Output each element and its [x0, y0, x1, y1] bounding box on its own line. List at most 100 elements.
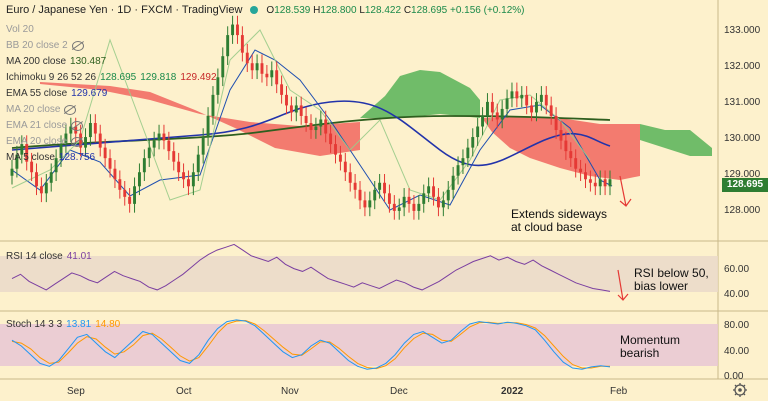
candle-body — [549, 105, 553, 116]
stoch-tick: 80.00 — [724, 320, 749, 331]
legend-ma200-value: 130.487 — [70, 56, 107, 67]
legend-bb-label: BB 20 close 2 — [6, 40, 68, 51]
stoch-annotation-line2: bearish — [620, 346, 659, 360]
candle-body — [270, 70, 274, 78]
candle-body — [598, 179, 602, 187]
symbol-title[interactable]: Euro / Japanese Yen · 1D · FXCM · Tradin… — [6, 4, 243, 16]
candle-body — [137, 172, 141, 187]
candle-body — [309, 123, 313, 131]
candle-body — [30, 161, 34, 173]
legend-ma5[interactable]: MA 5 close 128.756 — [6, 150, 217, 166]
candle-body — [289, 105, 293, 113]
candle-body — [191, 172, 195, 187]
price-annotation-line2: at cloud base — [511, 220, 583, 234]
candle-body — [236, 24, 239, 36]
candle-body — [39, 186, 43, 194]
legend-ema55[interactable]: EMA 55 close 129.679 — [6, 86, 217, 102]
candle-body — [574, 158, 578, 169]
candle-body — [201, 137, 205, 155]
candle-body — [481, 115, 485, 127]
open-label: O — [266, 4, 275, 16]
stoch-tick: 0.00 — [724, 371, 744, 382]
chart-header: Euro / Japanese Yen · 1D · FXCM · Tradin… — [6, 4, 524, 16]
rsi-annotation-line2: bias lower — [634, 279, 688, 293]
candle-body — [373, 189, 377, 201]
candle-body — [432, 186, 435, 197]
time-tick: Sep — [67, 386, 85, 397]
rsi-down-arrow — [617, 269, 629, 301]
candle-body — [10, 168, 14, 176]
rsi-legend[interactable]: RSI 14 close 41.01 — [6, 249, 92, 265]
time-tick: Oct — [176, 386, 192, 397]
candle-body — [358, 189, 362, 201]
legend-ma20[interactable]: MA 20 close — [6, 102, 217, 118]
legend-ema20[interactable]: EMA 20 close — [6, 134, 217, 150]
candle-body — [397, 207, 401, 211]
open-value: 128.539 — [274, 4, 311, 16]
time-tick: Dec — [390, 386, 408, 397]
candle-body — [559, 130, 563, 141]
candle-body — [500, 108, 504, 120]
hidden-eye-icon[interactable] — [71, 137, 84, 147]
candle-body — [368, 200, 372, 208]
legend-ichimoku-v1: 128.695 — [100, 72, 137, 83]
stoch-k-value: 13.81 — [66, 319, 92, 330]
candle-body — [182, 172, 186, 180]
legend-vol[interactable]: Vol 20 — [6, 22, 217, 38]
legend-ema21[interactable]: EMA 21 close — [6, 118, 217, 134]
legend-ema55-value: 129.679 — [71, 88, 108, 99]
candle-body — [456, 165, 460, 176]
candle-body — [530, 105, 534, 113]
candle-body — [280, 84, 284, 95]
candle-body — [177, 161, 181, 173]
time-tick: Feb — [610, 386, 628, 397]
candle-body — [451, 175, 455, 190]
candle-body — [35, 172, 38, 187]
candle-body — [196, 154, 200, 173]
legend-ma200[interactable]: MA 200 close 130.487 — [6, 54, 217, 70]
rsi-tick: 60.00 — [724, 264, 749, 275]
candle-body — [476, 126, 480, 138]
rsi-band — [0, 256, 718, 292]
candle-body — [471, 137, 475, 148]
stoch-label: Stoch 14 3 3 — [6, 319, 63, 330]
time-tick: 2022 — [501, 386, 524, 397]
candle-body — [113, 168, 117, 180]
candle-body — [407, 196, 411, 204]
market-status-dot — [250, 6, 259, 14]
candle-body — [133, 186, 136, 204]
candle-body — [54, 158, 58, 173]
cloud-bull-segment — [640, 124, 712, 156]
candle-body — [20, 144, 24, 155]
candle-body — [152, 140, 156, 148]
hidden-eye-icon[interactable] — [71, 121, 84, 131]
candle-body — [584, 172, 587, 180]
legend-ichimoku[interactable]: Ichimoku 9 26 52 26 128.695 129.818 129.492 — [6, 70, 217, 86]
legend-bb[interactable]: BB 20 close 2 — [6, 38, 217, 54]
candle-body — [255, 63, 259, 71]
stoch-legend[interactable]: Stoch 14 3 3 13.81 14.80 — [6, 317, 120, 333]
price-tick: 130.000 — [724, 133, 761, 144]
legend-ema20-label: EMA 20 close — [6, 136, 68, 147]
legend-ma20-label: MA 20 close — [6, 104, 61, 115]
hidden-eye-icon[interactable] — [71, 41, 84, 51]
candle-body — [226, 35, 230, 57]
candle-body — [324, 119, 328, 134]
stoch-d-value: 14.80 — [95, 319, 121, 330]
candle-body — [461, 158, 465, 166]
candle-body — [25, 144, 29, 162]
ema55-line — [11, 100, 611, 167]
hidden-eye-icon[interactable] — [64, 105, 77, 115]
high-label: H — [313, 4, 321, 16]
candle-body — [167, 140, 171, 152]
rsi-value: 41.01 — [66, 251, 92, 262]
candle-body — [353, 182, 357, 190]
candle-body — [98, 133, 102, 148]
stoch-annotation-line1: Momentum — [620, 333, 680, 347]
candle-body — [15, 154, 19, 169]
gear-icon[interactable] — [733, 383, 747, 397]
rsi-annotation-line1: RSI below 50, — [634, 266, 709, 280]
cloud-bull-segment — [360, 70, 480, 118]
